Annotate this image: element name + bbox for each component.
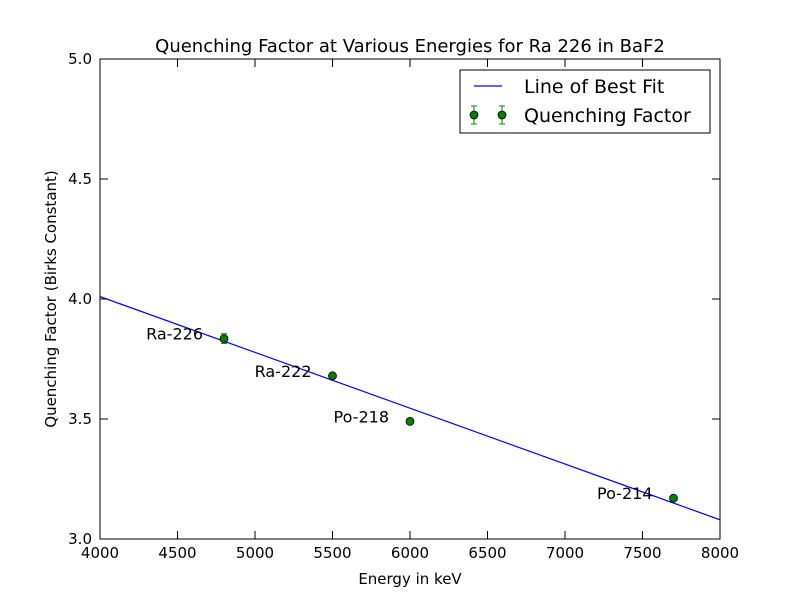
point-label-3: Po-214	[597, 484, 652, 503]
x-tick-label-2: 5000	[236, 544, 274, 562]
data-point-0	[219, 334, 229, 344]
x-tick-label-7: 7500	[623, 544, 661, 562]
legend-label-fit: Line of Best Fit	[524, 76, 664, 98]
legend-label-points: Quenching Factor	[524, 105, 691, 127]
x-tick-label-1: 4500	[158, 544, 196, 562]
y-tick-label-4: 5.0	[68, 50, 92, 68]
y-tick-label-1: 3.5	[68, 410, 92, 428]
data-point-3	[669, 493, 678, 503]
x-tick-label-5: 6500	[468, 544, 506, 562]
y-tick-label-0: 3.0	[68, 530, 92, 548]
best-fit-line	[100, 296, 720, 521]
x-tick-label-3: 5500	[313, 544, 351, 562]
x-tick-label-4: 6000	[391, 544, 429, 562]
data-point-2	[405, 416, 415, 426]
chart-title: Quenching Factor at Various Energies for…	[155, 36, 665, 57]
y-tick-label-2: 4.0	[68, 290, 92, 308]
legend: Line of Best Fit Quenching Factor	[459, 69, 711, 134]
legend-marker-0	[469, 110, 479, 120]
axis-ticks: 4000 4500 5000 5500 6000 6500 7000 7500 8000 3.0 3…	[68, 50, 739, 562]
legend-marker-1	[497, 110, 507, 120]
x-tick-label-6: 7000	[546, 544, 584, 562]
point-label-2: Po-218	[334, 407, 389, 426]
x-tick-label-0: 4000	[81, 544, 119, 562]
y-axis-label: Quenching Factor (Birks Constant)	[42, 170, 60, 427]
x-tick-label-8: 8000	[701, 544, 739, 562]
x-axis-label: Energy in keV	[358, 570, 462, 588]
data-point-1	[328, 371, 337, 381]
y-tick-label-3: 4.5	[68, 170, 92, 188]
point-label-0: Ra-226	[146, 325, 203, 344]
point-label-1: Ra-222	[255, 362, 312, 381]
